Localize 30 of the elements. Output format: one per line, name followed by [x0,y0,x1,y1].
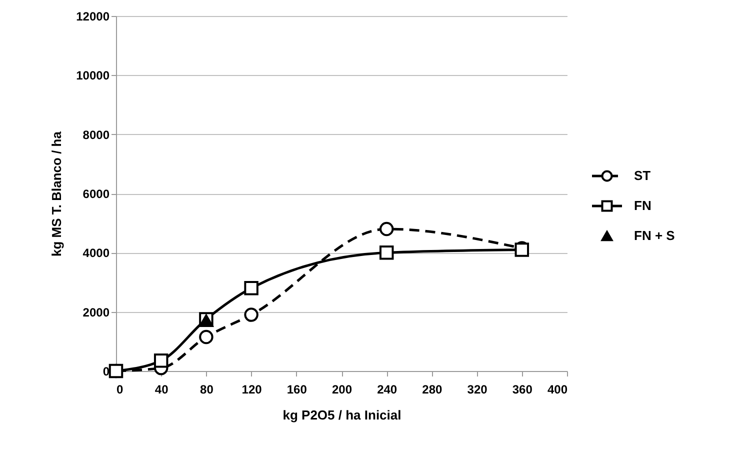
legend-label: FN [634,198,652,213]
x-tick-label: 40 [154,382,169,396]
x-tick-label: 320 [467,382,488,396]
y-tick-label: 6000 [82,187,110,201]
y-tick-label: 8000 [82,128,110,142]
x-tick-label: 240 [377,382,398,396]
legend-label: FN + S [634,228,676,243]
y-tick-label: 0 [102,364,110,378]
x-tick-label: 120 [242,382,262,396]
legend-label: ST [634,168,651,183]
y-tick-label: 12000 [76,10,110,24]
x-tick-label: 0 [116,382,124,396]
x-tick-label: 360 [512,382,533,396]
point [379,222,394,236]
point [108,364,124,378]
point [244,308,258,322]
y-tick-label: 4000 [82,246,110,260]
x-tick-label: 160 [286,382,308,396]
x-tick-label: 200 [332,382,352,396]
y-axis-title: kg MS T. Blanco / ha [49,130,64,256]
x-tick-label: 80 [200,382,214,396]
y-tick-label: 2000 [82,305,110,320]
x-tick-label: 400 [547,382,568,396]
point [199,330,214,344]
x-tick-label: 280 [422,382,443,396]
x-axis-title: kg P2O5 / ha Inicial [282,408,402,422]
point [244,281,258,296]
point [379,246,394,260]
y-tick-label: 10000 [76,68,110,83]
point [154,354,168,368]
